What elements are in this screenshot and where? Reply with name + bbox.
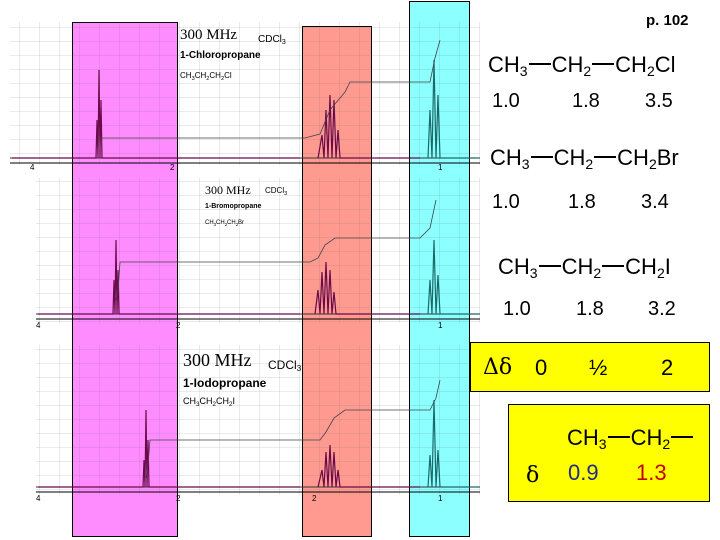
- svg-text:2: 2: [176, 494, 181, 503]
- svg-text:1: 1: [438, 163, 443, 172]
- freq-label: 300 MHz: [180, 27, 238, 43]
- shift-ch2x-cl: 3.5: [645, 90, 673, 112]
- reference-shift-ch2: 1.3: [636, 460, 667, 485]
- delta-delta-zero: 0: [535, 355, 548, 380]
- shift-ch3-cl: 1.0: [492, 90, 520, 112]
- shift-ch3-i: 1.0: [503, 298, 531, 320]
- compound-name: 1-Iodopropane: [183, 376, 267, 390]
- spectrum-chloropropane: 4 2 1: [10, 22, 480, 172]
- compound-formula: CH3CH2CH2Br: [205, 220, 245, 227]
- formula-iodopropane: CH3 CH2 CH2I: [498, 254, 671, 281]
- solvent-label: CDCl3: [268, 358, 302, 373]
- svg-text:2: 2: [312, 494, 317, 503]
- formula-chloropropane: CH3 CH2 CH2Cl: [488, 52, 676, 79]
- svg-text:4: 4: [30, 163, 35, 172]
- reference-box: [508, 404, 710, 502]
- spectrum-iodopropane: 4 2 2 1: [36, 345, 480, 503]
- formula-bromopropane: CH3 CH2 CH2Br: [490, 145, 679, 172]
- compound-name: 1-Chloropropane: [180, 50, 261, 61]
- svg-text:2: 2: [170, 163, 175, 172]
- shift-ch2-br: 1.8: [568, 191, 596, 213]
- svg-text:4: 4: [36, 494, 41, 503]
- compound-formula: CH3CH2CH2Cl: [180, 71, 232, 82]
- freq-label: 300 MHz: [183, 350, 252, 370]
- shift-ch2x-br: 3.4: [641, 191, 669, 213]
- svg-text:1: 1: [438, 321, 443, 330]
- svg-text:1: 1: [438, 494, 443, 503]
- reference-delta-symbol: δ: [526, 463, 540, 488]
- svg-text:2: 2: [176, 321, 181, 330]
- reference-formula: CH3 CH2: [567, 425, 694, 452]
- compound-name: 1-Bromopropane: [205, 203, 262, 210]
- solvent-label: CDCl3: [258, 34, 286, 46]
- reference-shift-ch3: 0.9: [568, 460, 599, 485]
- spectrum-bromopropane: 4 2 1: [36, 178, 480, 330]
- svg-text:4: 4: [36, 321, 41, 330]
- delta-delta-two: 2: [661, 355, 674, 380]
- shift-ch2-cl: 1.8: [572, 90, 600, 112]
- delta-delta-box: Δδ 0 ½ 2: [470, 342, 710, 392]
- delta-delta-label: Δδ: [483, 355, 513, 380]
- compound-formula: CH3CH2CH2I: [183, 396, 236, 408]
- shift-ch3-br: 1.0: [492, 191, 520, 213]
- solvent-label: CDCl3: [265, 186, 288, 197]
- shift-ch2x-i: 3.2: [648, 298, 676, 320]
- page-number: p. 102: [646, 12, 689, 29]
- freq-label: 300 MHz: [205, 183, 251, 197]
- shift-ch2-i: 1.8: [576, 298, 604, 320]
- delta-delta-half: ½: [589, 355, 608, 380]
